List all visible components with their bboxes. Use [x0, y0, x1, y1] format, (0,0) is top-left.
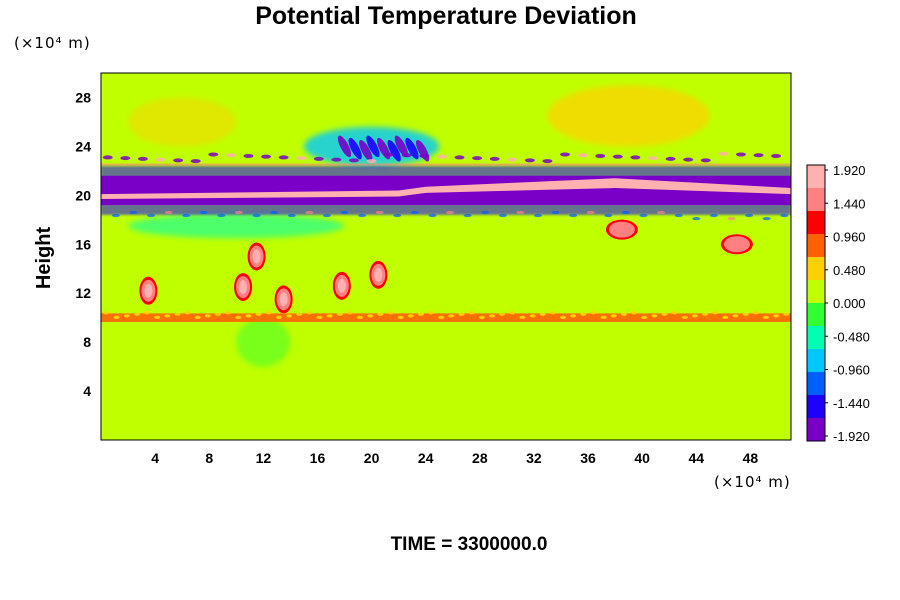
x-tick-label: 24 — [418, 450, 434, 466]
colorbar-segment — [807, 433, 825, 442]
y-tick-label: 4 — [83, 383, 91, 399]
upper-band — [101, 151, 791, 221]
y-axis-label: Height — [33, 227, 55, 290]
x-tick-label: 40 — [634, 450, 650, 466]
x-tick-label: 44 — [689, 450, 705, 466]
colorbar-tick-label: 1.920 — [833, 163, 866, 178]
y-tick-label: 24 — [75, 138, 91, 154]
colorbar-segment — [807, 234, 825, 243]
colorbar-tick-label: -1.440 — [833, 396, 870, 411]
colorbar-segment — [807, 410, 825, 419]
convective-cells — [139, 219, 753, 314]
y-tick-label: 28 — [75, 89, 91, 105]
colorbar-ticks: 1.920 1.440 0.960 0.480 0.000 -0.480 -0.960 -1.… — [825, 163, 870, 444]
convective-cell — [247, 242, 266, 271]
y-axis-unit: (×10⁴ m) — [14, 34, 91, 52]
chart-title: Potential Temperature Deviation — [255, 2, 637, 30]
colorbar-segment — [807, 318, 825, 327]
colorbar-segment — [807, 303, 825, 312]
convective-cell — [605, 219, 638, 240]
colorbar-segment — [807, 379, 825, 388]
x-tick-label: 20 — [364, 450, 380, 466]
colorbar-segment — [807, 310, 825, 319]
colorbar-segment — [807, 402, 825, 411]
convective-cell — [369, 260, 388, 289]
colorbar-segment — [807, 188, 825, 197]
colorbar-tick-label: -0.480 — [833, 329, 870, 344]
x-axis-ticks: 4 8 12 16 20 24 28 32 36 40 44 48 — [151, 450, 758, 466]
convective-cell — [274, 285, 293, 314]
colorbar-segment — [807, 295, 825, 304]
cool-patch-low — [236, 317, 291, 367]
x-tick-label: 28 — [472, 450, 488, 466]
plot-area — [101, 73, 791, 440]
colorbar-segment — [807, 425, 825, 434]
convective-cell — [234, 273, 253, 302]
colorbar-tick-label: -0.960 — [833, 363, 870, 378]
y-axis-ticks: 4 8 12 16 20 24 28 — [75, 89, 91, 399]
colorbar — [806, 164, 826, 442]
cool-patch-mid — [128, 213, 345, 239]
colorbar-segment — [807, 218, 825, 227]
plot-frame — [100, 72, 792, 441]
warm-patch-left — [128, 97, 237, 147]
y-tick-label: 16 — [75, 236, 91, 252]
colorbar-segment — [807, 349, 825, 358]
lower-layer — [101, 311, 791, 322]
colorbar-tick-label: 0.000 — [833, 296, 866, 311]
colorbar-segment — [807, 287, 825, 296]
convective-cell — [720, 234, 753, 255]
x-tick-label: 12 — [256, 450, 272, 466]
colorbar-tick-label: -1.920 — [833, 429, 870, 444]
colorbar-tick-label: 0.480 — [833, 263, 866, 278]
colorbar-segment — [807, 387, 825, 396]
convective-cell — [332, 271, 351, 300]
y-tick-label: 12 — [75, 285, 91, 301]
x-tick-label: 36 — [580, 450, 596, 466]
field-soft-patches — [128, 85, 710, 367]
colorbar-segment — [807, 326, 825, 335]
colorbar-segment — [807, 356, 825, 365]
colorbar-segment — [807, 195, 825, 204]
colorbar-segment — [807, 180, 825, 189]
colorbar-segment — [807, 165, 825, 174]
colorbar-segment — [807, 257, 825, 266]
colorbar-segment — [807, 272, 825, 281]
x-tick-label: 48 — [743, 450, 759, 466]
colorbar-segment — [807, 226, 825, 235]
x-tick-label: 32 — [526, 450, 542, 466]
x-tick-label: 4 — [151, 450, 159, 466]
colorbar-segment — [807, 395, 825, 404]
colorbar-tick-label: 1.440 — [833, 196, 866, 211]
time-label: TIME = 3300000.0 — [391, 534, 548, 555]
x-tick-label: 8 — [205, 450, 213, 466]
y-tick-label: 20 — [75, 187, 91, 203]
colorbar-segment — [807, 203, 825, 212]
colorbar-tick-label: 0.960 — [833, 230, 866, 245]
colorbar-segment — [807, 264, 825, 273]
convective-cell — [139, 276, 158, 305]
colorbar-segment — [807, 418, 825, 427]
warm-region — [547, 85, 710, 147]
colorbar-segment — [807, 249, 825, 258]
y-tick-label: 8 — [83, 334, 91, 350]
colorbar-segment — [807, 333, 825, 342]
colorbar-segment — [807, 211, 825, 220]
colorbar-segment — [807, 364, 825, 373]
colorbar-segment — [807, 280, 825, 289]
colorbar-segment — [807, 341, 825, 350]
colorbar-segment — [807, 372, 825, 381]
colorbar-segment — [807, 172, 825, 181]
x-axis-unit: (×10⁴ m) — [714, 473, 791, 491]
x-tick-label: 16 — [310, 450, 326, 466]
colorbar-segment — [807, 241, 825, 250]
